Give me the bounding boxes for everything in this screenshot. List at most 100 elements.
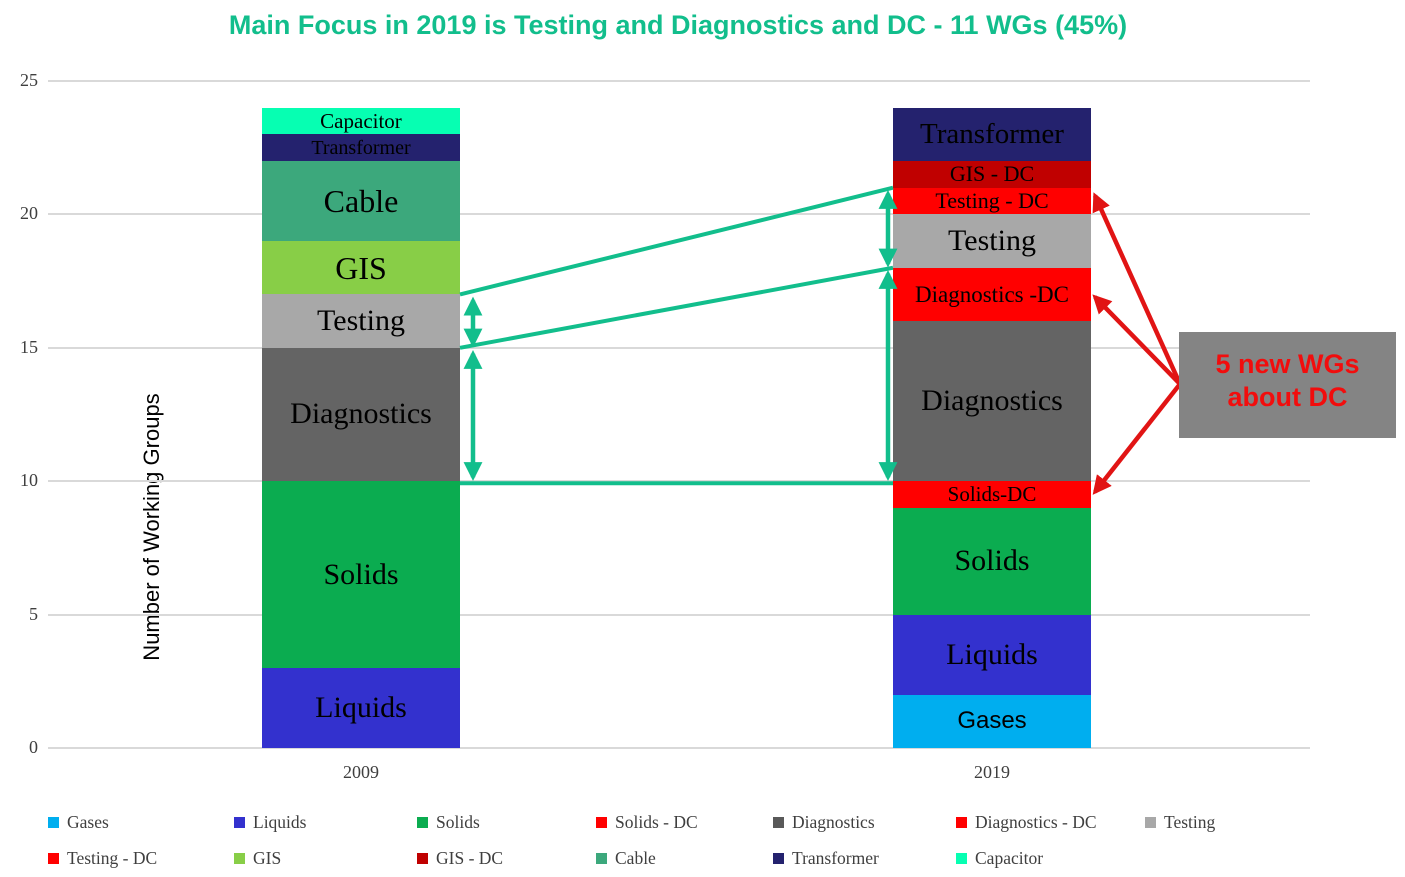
- legend-item-label: GIS - DC: [436, 847, 504, 868]
- red-arrow: [1092, 192, 1183, 385]
- gridline: [48, 80, 1310, 82]
- legend-item-label: Cable: [615, 847, 656, 868]
- gridline: [48, 346, 1310, 349]
- green-connector-line: [459, 265, 894, 350]
- legend-swatch: [48, 852, 59, 864]
- green-connector-line: [459, 185, 894, 297]
- bar-segment-label: Testing: [317, 304, 405, 338]
- bar-segment-cable-2009: Cable: [262, 161, 460, 242]
- bar-segment-label: Transformer: [311, 136, 411, 159]
- bar-segment-testing-dc-2019: Testing - DC: [893, 187, 1091, 215]
- legend-item-solids-dc: Solids - DC: [596, 811, 698, 833]
- red-arrow: [1092, 382, 1182, 495]
- bar-segment-label: Diagnostics: [921, 384, 1063, 418]
- legend-item-cable: Cable: [596, 847, 656, 869]
- bar-segment-gis-2009: GIS: [262, 241, 460, 295]
- chart-title: Main Focus in 2019 is Testing and Diagno…: [228, 10, 1128, 40]
- bar-segment-capacitor-2009: Capacitor: [262, 107, 460, 135]
- legend-item-diagnostics: Diagnostics: [773, 811, 875, 833]
- bar-segment-transformer-2019: Transformer: [893, 107, 1091, 162]
- y-axis-title: Number of Working Groups: [139, 393, 164, 661]
- legend-item-label: Diagnostics: [792, 811, 875, 832]
- bar-segment-liquids-2019: Liquids: [893, 614, 1091, 695]
- legend-swatch: [417, 816, 428, 828]
- bar-segment-label: Solids: [323, 557, 399, 591]
- legend-item-liquids: Liquids: [234, 811, 306, 833]
- bar-segment-label: Testing: [948, 224, 1036, 258]
- legend-item-label: Solids: [436, 811, 480, 832]
- bar-segment-label: GIS: [335, 249, 387, 286]
- x-axis-category-label: 2009: [343, 762, 379, 782]
- legend-item-label: Liquids: [253, 811, 307, 832]
- legend-item-gis-dc: GIS - DC: [417, 847, 503, 869]
- legend-item-capacitor: Capacitor: [956, 847, 1043, 869]
- x-axis-category-label: 2019: [974, 762, 1010, 782]
- legend-swatch: [956, 816, 967, 828]
- bar-segment-label: Capacitor: [320, 108, 402, 133]
- legend-swatch: [234, 852, 245, 864]
- legend-item-testing: Testing: [1145, 811, 1215, 833]
- bar-segment-label: GIS - DC: [949, 161, 1035, 187]
- callout-text-line2: about DC: [1227, 382, 1348, 412]
- callout-text-line1: 5 new WGs: [1215, 349, 1360, 380]
- bar-segment-label: Diagnostics: [290, 397, 432, 431]
- y-tick-label: 5: [29, 603, 38, 624]
- legend-swatch: [234, 816, 245, 828]
- legend-item-label: Transformer: [792, 847, 879, 868]
- legend-item-label: Diagnostics - DC: [975, 811, 1097, 832]
- legend-swatch: [417, 852, 428, 864]
- legend-item-label: Solids - DC: [615, 811, 698, 832]
- legend-item-label: Testing: [1164, 811, 1216, 832]
- legend-item-label: Capacitor: [975, 847, 1044, 868]
- bar-segment-label: Testing - DC: [935, 188, 1049, 214]
- bar-segment-diagnostics-dc-2019: Diagnostics -DC: [893, 267, 1091, 322]
- legend-item-transformer: Transformer: [773, 847, 879, 869]
- legend-item-label: Gases: [67, 811, 109, 832]
- y-tick-label: 10: [20, 470, 38, 491]
- bar-segment-diagnostics-2009: Diagnostics: [262, 347, 460, 482]
- bar-segment-solids-dc-2019: Solids-DC: [893, 481, 1091, 508]
- bar-segment-gases-2019: Gases: [893, 694, 1091, 748]
- legend-item-gases: Gases: [48, 811, 109, 833]
- legend-item-testing-dc: Testing - DC: [48, 847, 157, 869]
- gridline: [48, 747, 1310, 749]
- y-tick-label: 0: [29, 737, 38, 757]
- bar-segment-gis-dc-2019: GIS - DC: [893, 161, 1091, 188]
- legend-item-solids: Solids: [417, 811, 480, 833]
- y-tick-label: 25: [20, 70, 38, 90]
- legend-item-label: GIS: [253, 847, 282, 868]
- legend-item-label: Testing - DC: [67, 847, 158, 868]
- legend-item-gis: GIS: [234, 847, 281, 869]
- gridline: [48, 480, 1310, 483]
- bar-segment-testing-2009: Testing: [262, 294, 460, 348]
- legend-swatch: [773, 852, 784, 864]
- bar-segment-label: Diagnostics -DC: [915, 281, 1069, 307]
- bar-segment-transformer-2009: Transformer: [262, 134, 460, 162]
- bar-segment-label: Cable: [323, 183, 399, 220]
- legend-swatch: [596, 852, 607, 864]
- legend-swatch: [1145, 816, 1156, 828]
- bar-segment-label: Solids: [954, 544, 1030, 578]
- legend-item-diagnostics-dc: Diagnostics - DC: [956, 811, 1097, 833]
- legend-swatch: [773, 816, 784, 828]
- gridline: [48, 213, 1310, 216]
- bar-segment-testing-2019: Testing: [893, 214, 1091, 268]
- bar-segment-solids-2009: Solids: [262, 481, 460, 668]
- gridline: [48, 613, 1310, 616]
- bar-segment-label: Liquids: [315, 690, 407, 724]
- bar-segment-label: Gases: [957, 707, 1027, 735]
- y-tick-label: 15: [20, 336, 38, 357]
- bar-segment-diagnostics-2019: Diagnostics: [893, 321, 1091, 482]
- bar-segment-solids-2019: Solids: [893, 507, 1091, 615]
- legend-swatch: [48, 816, 59, 828]
- bar-segment-label: Transformer: [920, 117, 1064, 150]
- legend-swatch: [596, 816, 607, 828]
- bar-segment-label: Solids-DC: [947, 482, 1037, 507]
- bar-segment-label: Liquids: [946, 637, 1038, 671]
- y-tick-label: 20: [20, 203, 38, 224]
- callout-box: 5 new WGs about DC: [1179, 332, 1396, 438]
- red-arrow: [1092, 294, 1182, 386]
- legend-swatch: [956, 852, 967, 864]
